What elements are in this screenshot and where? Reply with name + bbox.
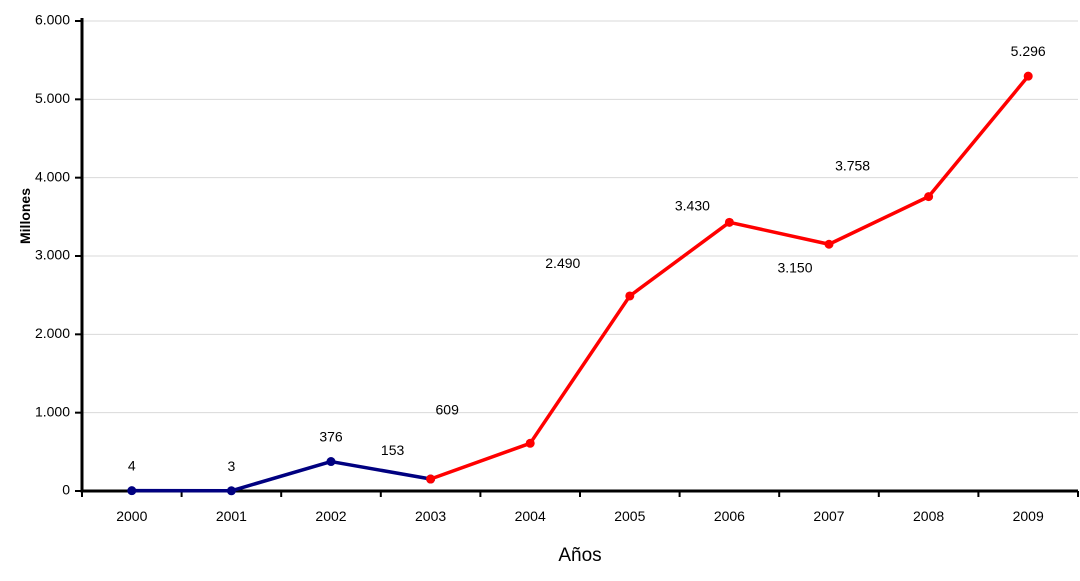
x-tick-label: 2000 bbox=[116, 508, 147, 524]
y-tick-label: 1.000 bbox=[35, 403, 70, 419]
y-tick-label: 6.000 bbox=[35, 12, 70, 28]
x-tick-label: 2007 bbox=[813, 508, 844, 524]
series-line bbox=[131, 459, 431, 493]
data-point bbox=[1023, 71, 1033, 81]
x-tick-label: 2008 bbox=[913, 508, 944, 524]
data-label: 609 bbox=[436, 401, 460, 417]
data-label: 3.150 bbox=[777, 259, 812, 275]
data-label: 3 bbox=[228, 458, 236, 474]
series-line bbox=[430, 75, 1030, 481]
x-ticks: 2000 2001 2002 2003 2004 2005 2006 2007 2008 2009 bbox=[81, 491, 1079, 524]
data-label: 3.430 bbox=[675, 197, 710, 213]
y-tick-label: 2.000 bbox=[35, 325, 70, 341]
x-axis-title: Años bbox=[558, 545, 601, 566]
data-labels: 4 3 376 153 609 2.490 3.430 3.150 3.758 5.296 bbox=[128, 43, 1046, 474]
data-point bbox=[426, 474, 436, 484]
data-point bbox=[824, 239, 834, 249]
data-label: 153 bbox=[381, 442, 405, 458]
x-tick-label: 2004 bbox=[515, 508, 546, 524]
y-tick-label: 0 bbox=[62, 482, 70, 498]
y-tick-label: 5.000 bbox=[35, 90, 70, 106]
x-tick-label: 2001 bbox=[216, 508, 247, 524]
x-tick-label: 2005 bbox=[614, 508, 645, 524]
data-label: 2.490 bbox=[545, 255, 580, 271]
data-point bbox=[924, 192, 934, 202]
data-label: 4 bbox=[128, 458, 136, 474]
data-point bbox=[724, 217, 734, 227]
data-point bbox=[127, 486, 137, 496]
data-point bbox=[625, 291, 635, 301]
y-tick-label: 3.000 bbox=[35, 247, 70, 263]
x-tick-label: 2006 bbox=[714, 508, 745, 524]
y-ticks: 0 1.000 2.000 3.000 4.000 5.000 6.000 bbox=[35, 12, 82, 498]
gridlines bbox=[82, 20, 1078, 414]
data-point bbox=[326, 457, 336, 467]
series bbox=[127, 71, 1033, 496]
x-tick-label: 2003 bbox=[415, 508, 446, 524]
data-label: 376 bbox=[319, 429, 343, 445]
y-tick-label: 4.000 bbox=[35, 168, 70, 184]
x-tick-label: 2002 bbox=[315, 508, 346, 524]
y-axis-title: Millones bbox=[17, 188, 33, 244]
data-point bbox=[226, 486, 236, 496]
x-tick-label: 2009 bbox=[1013, 508, 1044, 524]
data-point bbox=[525, 438, 535, 448]
data-label: 5.296 bbox=[1011, 43, 1046, 59]
data-label: 3.758 bbox=[835, 158, 870, 174]
